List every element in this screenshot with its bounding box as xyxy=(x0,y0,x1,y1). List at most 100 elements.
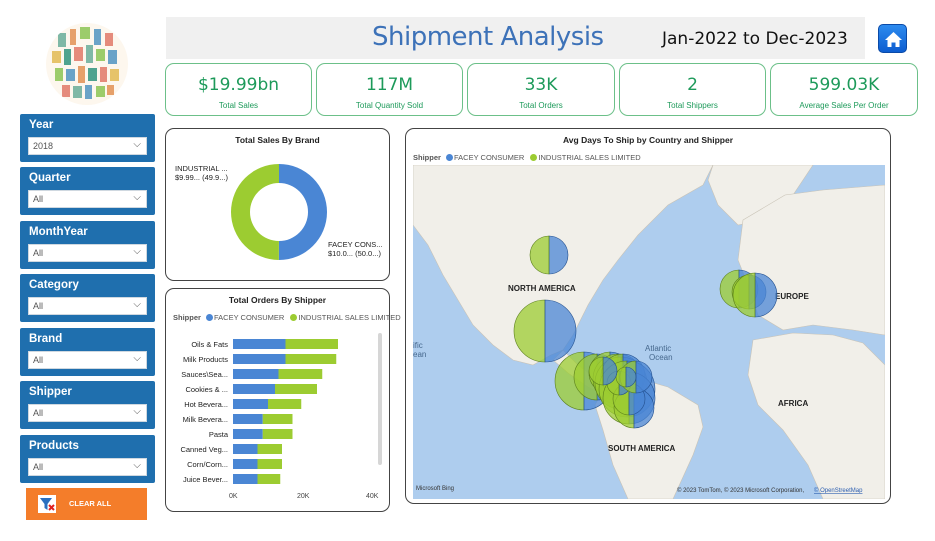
x-tick-20k: 20K xyxy=(297,493,310,500)
donut-label-industrial: INDUSTRIAL ... $9.99... (49.9...) xyxy=(175,164,228,182)
bar-facey[interactable] xyxy=(233,414,263,424)
bubble-industrial[interactable] xyxy=(513,299,546,363)
bar-industrial[interactable] xyxy=(262,414,293,424)
map-canvas: NORTH AMERICA EUROPE AFRICA SOUTH AMERIC… xyxy=(413,165,885,499)
bar-category-label: Sauces\Sea... xyxy=(181,370,228,379)
scrollbar[interactable] xyxy=(378,333,382,465)
label-europe: EUROPE xyxy=(775,292,809,301)
products-dropdown[interactable]: All ⌵ xyxy=(28,458,147,476)
chevron-down-icon: ⌵ xyxy=(133,460,141,471)
category-dropdown[interactable]: All ⌵ xyxy=(28,297,147,315)
bubble-industrial[interactable] xyxy=(588,356,604,386)
chart-title: Total Sales By Brand xyxy=(235,135,320,145)
bar-industrial[interactable] xyxy=(285,354,337,364)
slicer-title: Category xyxy=(29,279,79,291)
chevron-down-icon: ⌵ xyxy=(133,192,141,203)
slicer-products: Products All ⌵ xyxy=(20,435,155,483)
quarter-dropdown[interactable]: All ⌵ xyxy=(28,190,147,208)
slice-detail: $10.0... (50.0...) xyxy=(328,249,381,258)
bubble-facey[interactable] xyxy=(625,366,637,388)
bar-facey[interactable] xyxy=(233,354,286,364)
slicer-title: Year xyxy=(29,119,54,131)
header-bar xyxy=(166,17,865,59)
bar-facey[interactable] xyxy=(233,429,263,439)
bar-facey[interactable] xyxy=(233,474,258,484)
legend-title: Shipper xyxy=(413,153,441,162)
bubble-facey[interactable] xyxy=(602,356,618,386)
bubble-industrial[interactable] xyxy=(615,366,627,388)
legend-dot-industrial xyxy=(290,314,298,321)
kpi-value: $19.99bn xyxy=(197,75,280,95)
bar-industrial[interactable] xyxy=(257,444,283,454)
shipper-dropdown[interactable]: All ⌵ xyxy=(28,404,147,422)
brand-dropdown[interactable]: All ⌵ xyxy=(28,351,147,369)
chevron-down-icon: ⌵ xyxy=(133,353,141,364)
kpi-value: 599.03K xyxy=(808,75,880,95)
legend-industrial: INDUSTRIAL SALES LIMITED xyxy=(298,313,401,322)
slicer-title: Products xyxy=(29,440,79,452)
bar-industrial[interactable] xyxy=(268,399,302,409)
osm-link[interactable]: © OpenStreetMap xyxy=(814,487,863,494)
bubble-facey[interactable] xyxy=(754,272,778,318)
bubble-industrial[interactable] xyxy=(732,272,756,318)
kpi-total-sales: $19.99bn Total Sales xyxy=(165,63,312,116)
kpi-value: 117M xyxy=(365,75,414,95)
bar-facey[interactable] xyxy=(233,459,258,469)
monthyear-dropdown[interactable]: All ⌵ xyxy=(28,244,147,262)
legend-industrial: INDUSTRIAL SALES LIMITED xyxy=(538,153,641,162)
slicer-year: Year 2018 ⌵ xyxy=(20,114,155,162)
kpi-label: Total Quantity Sold xyxy=(355,101,424,110)
bubble-industrial[interactable] xyxy=(529,235,550,275)
bar-facey[interactable] xyxy=(233,369,279,379)
world-map[interactable]: NORTH AMERICA EUROPE AFRICA SOUTH AMERIC… xyxy=(413,165,885,499)
slicer-title: Shipper xyxy=(29,386,72,398)
bar-facey[interactable] xyxy=(233,399,268,409)
bar-industrial[interactable] xyxy=(257,474,281,484)
slice-detail: $9.99... (49.9...) xyxy=(175,173,228,182)
legend-facey: FACEY CONSUMER xyxy=(214,313,285,322)
bar-category-label: Milk Bevera... xyxy=(182,415,228,424)
clear-all-button[interactable]: CLEAR ALL xyxy=(26,488,147,520)
slicer-shipper: Shipper All ⌵ xyxy=(20,381,155,429)
kpi-total-quantity: 117M Total Quantity Sold xyxy=(316,63,463,116)
kpi-value: 2 xyxy=(687,75,698,95)
chevron-down-icon: ⌵ xyxy=(133,406,141,417)
bar-industrial[interactable] xyxy=(262,429,293,439)
bar-facey[interactable] xyxy=(233,339,286,349)
dropdown-value: All xyxy=(33,248,44,258)
bar-industrial[interactable] xyxy=(278,369,323,379)
kpi-value: 33K xyxy=(524,75,558,95)
home-icon xyxy=(885,32,902,47)
donut-slice-0[interactable] xyxy=(278,164,328,260)
donut-slice-1[interactable] xyxy=(231,164,279,260)
kpi-label: Total Shippers xyxy=(667,101,718,110)
clear-all-label: CLEAR ALL xyxy=(69,499,112,508)
bubble-facey[interactable] xyxy=(635,360,653,394)
bing-logo: Microsoft Bing xyxy=(416,486,454,492)
bubble-facey[interactable] xyxy=(544,299,577,363)
bar-industrial[interactable] xyxy=(275,384,317,394)
label-north-america: NORTH AMERICA xyxy=(508,284,576,293)
map-copyright: © 2023 TomTom, © 2023 Microsoft Corporat… xyxy=(677,487,804,494)
bar-industrial[interactable] xyxy=(285,339,339,349)
kpi-label: Total Orders xyxy=(519,101,563,110)
home-button[interactable] xyxy=(878,24,907,53)
bar-category-label: Canned Veg... xyxy=(180,445,228,454)
slice-name: INDUSTRIAL ... xyxy=(175,164,228,173)
dropdown-value: All xyxy=(33,301,44,311)
x-tick-40k: 40K xyxy=(366,493,379,500)
bar-industrial[interactable] xyxy=(257,459,283,469)
sales-by-brand-panel: Total Sales By Brand INDUSTRIAL ... $9.9… xyxy=(165,128,390,281)
slice-name: FACEY CONS... xyxy=(328,240,383,249)
bar-facey[interactable] xyxy=(233,384,275,394)
bar-facey[interactable] xyxy=(233,444,258,454)
chevron-down-icon: ⌵ xyxy=(133,299,141,310)
year-dropdown[interactable]: 2018 ⌵ xyxy=(28,137,147,155)
dropdown-value: All xyxy=(33,408,44,418)
bar-category-label: Pasta xyxy=(208,430,228,439)
map-title: Avg Days To Ship by Country and Shipper xyxy=(562,135,734,145)
ocean-label-line2: Ocean xyxy=(649,353,673,362)
slicer-quarter: Quarter All ⌵ xyxy=(20,167,155,215)
dropdown-value: 2018 xyxy=(33,141,54,151)
bubble-facey[interactable] xyxy=(548,235,569,275)
